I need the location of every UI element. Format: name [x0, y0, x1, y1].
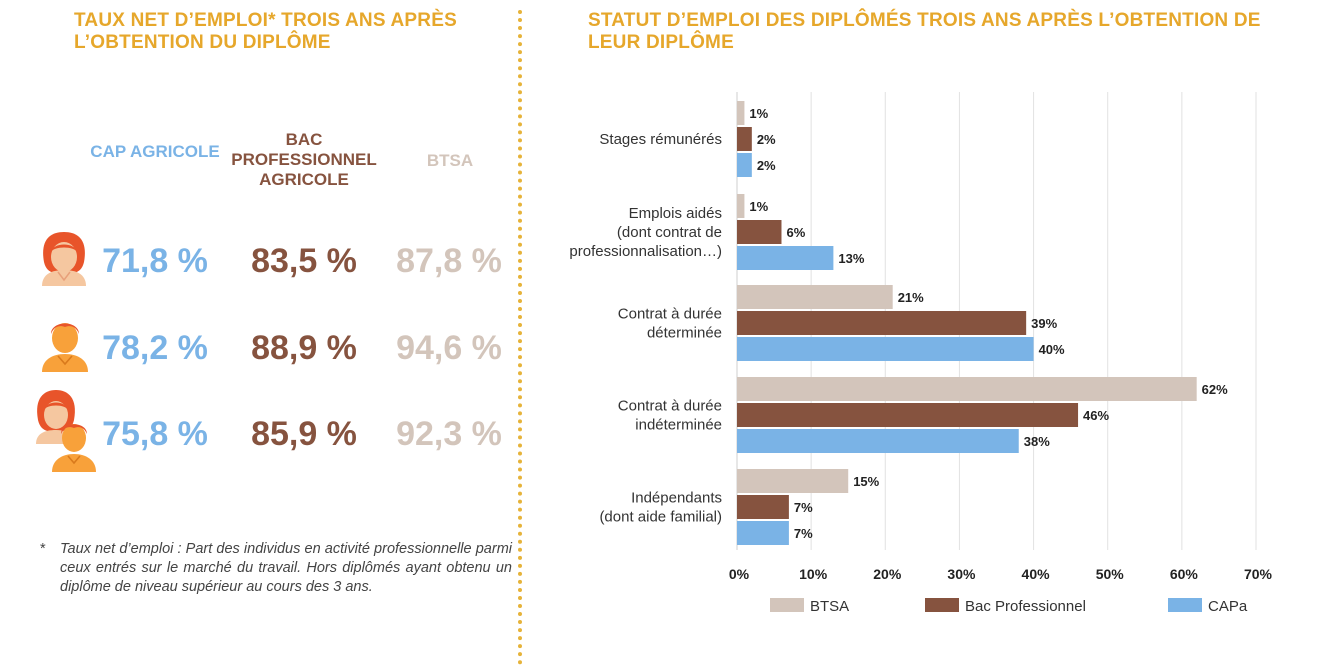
data-label: 39%: [1031, 316, 1057, 331]
category-label: professionnalisation…): [569, 243, 722, 260]
woman-and-man-icon: [36, 390, 96, 472]
bar-2-1: [737, 246, 834, 270]
data-label: 21%: [898, 290, 924, 305]
x-tick-label: 20%: [873, 566, 902, 582]
bar-2-0: [737, 153, 752, 177]
legend-swatch: [1168, 598, 1202, 612]
x-tick-label: 30%: [947, 566, 976, 582]
rate-bac-men: 88,9 %: [251, 329, 357, 367]
category-label: déterminée: [647, 325, 722, 342]
data-label: 38%: [1024, 434, 1050, 449]
dotted-divider: [518, 10, 522, 665]
chart-labels: 0% 10% 20% 30% 40% 50% 60% 70% 1% 2% 2% Stages rému…: [569, 106, 1272, 582]
column-header-cap: CAP AGRICOLE: [90, 142, 220, 161]
footnote-text: Taux net d’emploi : Part des individus e…: [60, 541, 512, 595]
legend-label: CAPa: [1208, 598, 1248, 615]
legend-swatch: [925, 598, 959, 612]
bar-1-2: [737, 311, 1027, 335]
bar-2-4: [737, 521, 789, 545]
x-tick-label: 60%: [1170, 566, 1199, 582]
data-label: 1%: [749, 199, 768, 214]
data-label: 2%: [757, 132, 776, 147]
column-header-btsa: BTSA: [426, 151, 474, 170]
legend-label: BTSA: [810, 598, 849, 615]
footnote-marker: *: [40, 541, 46, 557]
x-tick-label: 70%: [1244, 566, 1273, 582]
bar-0-2: [737, 285, 893, 309]
rate-btsa-men: 94,6 %: [396, 329, 502, 367]
left-panel-title: TAUX NET D’EMPLOI* TROIS ANS APRÈS L’OBT…: [74, 10, 457, 53]
chart-title: STATUT D’EMPLOI DES DIPLÔMÉS TROIS ANS A…: [588, 10, 1261, 53]
bar-2-3: [737, 429, 1019, 453]
man-icon: [42, 323, 88, 372]
data-label: 46%: [1083, 408, 1109, 423]
chart-legend: BTSA Bac Professionnel CAPa: [770, 598, 1248, 615]
data-label: 13%: [838, 251, 864, 266]
x-tick-label: 0%: [729, 566, 750, 582]
rate-cap-all: 75,8 %: [102, 415, 208, 453]
legend-label: Bac Professionnel: [965, 598, 1086, 615]
category-label: (dont aide familial): [599, 509, 722, 526]
rate-bac-all: 85,9 %: [251, 415, 357, 453]
column-header-bac: BAC PROFESSIONNEL AGRICOLE: [231, 130, 377, 189]
footnote: * Taux net d’emploi : Part des individus…: [40, 540, 512, 597]
data-label: 15%: [853, 474, 879, 489]
data-label: 1%: [749, 106, 768, 121]
data-label: 2%: [757, 158, 776, 173]
category-label: Stages rémunérés: [599, 131, 722, 148]
bar-1-3: [737, 403, 1079, 427]
bar-1-0: [737, 127, 752, 151]
bar-1-4: [737, 495, 789, 519]
bar-0-1: [737, 194, 745, 218]
chart-bars: [737, 101, 1197, 545]
rate-btsa-all: 92,3 %: [396, 415, 502, 453]
bar-1-1: [737, 220, 782, 244]
rate-cap-women: 71,8 %: [102, 242, 208, 280]
bar-0-3: [737, 377, 1197, 401]
category-label: indéterminée: [635, 417, 722, 434]
x-tick-label: 50%: [1096, 566, 1125, 582]
category-label: (dont contrat de: [617, 224, 722, 241]
data-label: 62%: [1202, 382, 1228, 397]
data-label: 7%: [794, 526, 813, 541]
data-label: 6%: [786, 225, 805, 240]
rate-btsa-women: 87,8 %: [396, 242, 502, 280]
legend-swatch: [770, 598, 804, 612]
rate-cap-men: 78,2 %: [102, 329, 208, 367]
woman-icon: [42, 232, 86, 286]
x-tick-label: 40%: [1022, 566, 1051, 582]
bar-2-2: [737, 337, 1034, 361]
bar-0-4: [737, 469, 849, 493]
x-tick-label: 10%: [799, 566, 828, 582]
bar-0-0: [737, 101, 745, 125]
data-label: 40%: [1039, 342, 1065, 357]
data-label: 7%: [794, 500, 813, 515]
category-label: Contrat à durée: [618, 398, 722, 415]
category-label: Contrat à durée: [618, 306, 722, 323]
category-label: Indépendants: [631, 490, 722, 507]
rate-bac-women: 83,5 %: [251, 242, 357, 280]
category-label: Emplois aidés: [629, 205, 722, 222]
